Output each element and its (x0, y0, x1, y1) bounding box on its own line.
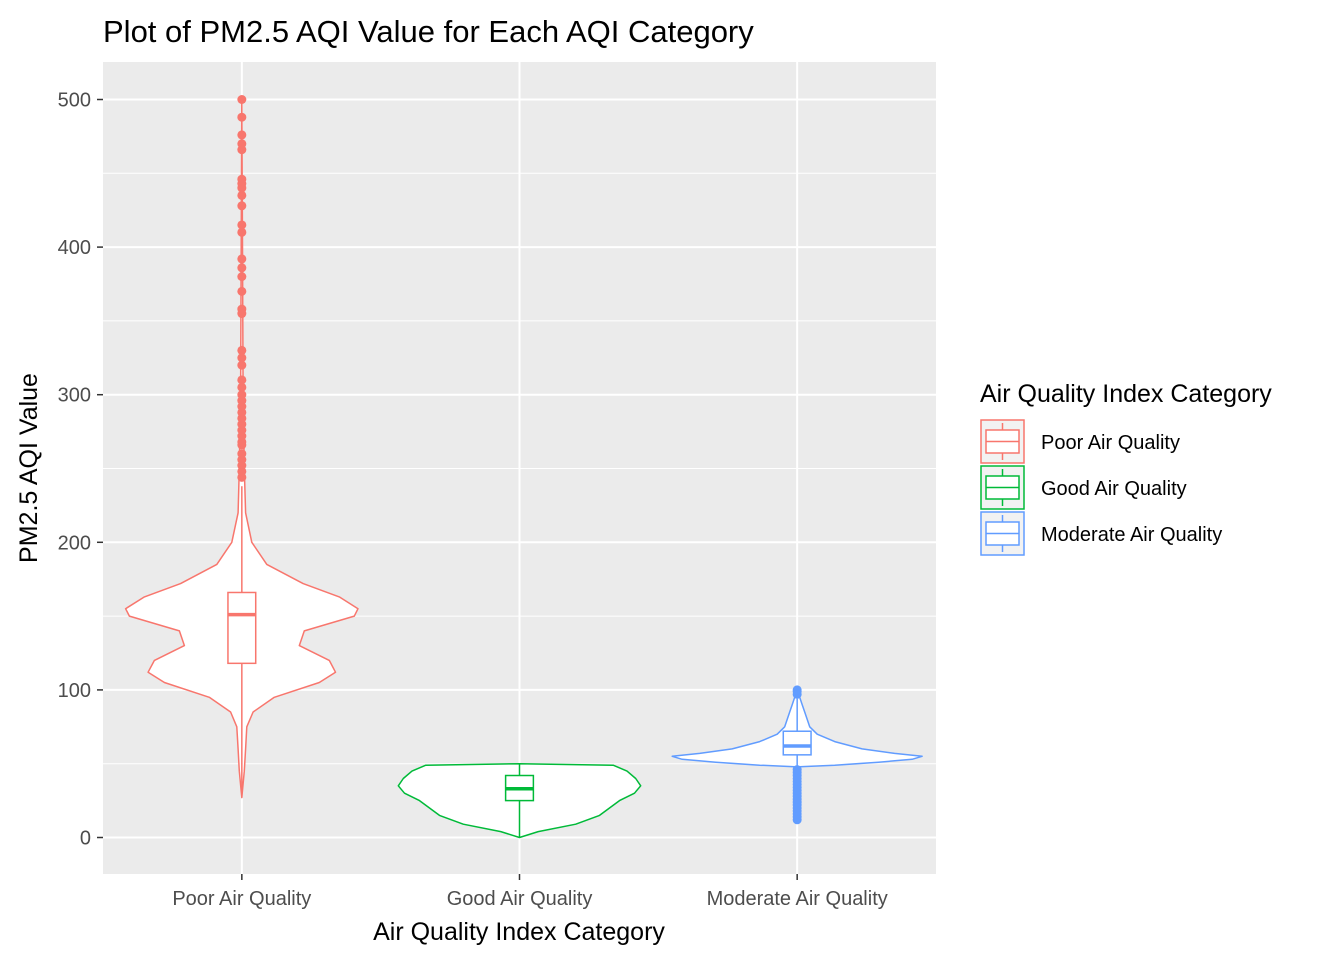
legend-key (980, 465, 1025, 510)
chart-title: Plot of PM2.5 AQI Value for Each AQI Cat… (103, 14, 754, 49)
box (782, 730, 812, 756)
x-axis-title: Air Quality Index Category (373, 918, 665, 946)
legend-key-outline (980, 511, 1025, 556)
outlier-point (237, 227, 247, 237)
outlier-point (237, 263, 247, 273)
outlier-point (237, 174, 247, 184)
legend-key (980, 511, 1025, 556)
outlier-point (237, 272, 247, 282)
outlier-point (237, 190, 247, 200)
outlier-point (237, 390, 247, 400)
outlier-point (237, 304, 247, 314)
y-tick-label: 0 (80, 828, 91, 850)
outlier-point (237, 112, 247, 122)
x-axis: Poor Air Quality Good Air Quality Moderate… (172, 874, 888, 910)
outlier-point (237, 353, 247, 363)
legend-label: Poor Air Quality (1041, 432, 1180, 454)
y-tick-label: 100 (58, 680, 91, 702)
outlier-point (237, 286, 247, 296)
y-tick-label: 400 (58, 237, 91, 259)
outlier-point (237, 130, 247, 140)
outlier-point (237, 254, 247, 264)
x-tick-label: Moderate Air Quality (707, 888, 888, 910)
outlier-point (237, 201, 247, 211)
legend-key-outline (980, 419, 1025, 464)
outlier-point (237, 220, 247, 230)
outlier-point (237, 360, 247, 370)
y-tick-label: 500 (58, 90, 91, 112)
legend-label: Good Air Quality (1041, 478, 1187, 500)
y-tick-label: 300 (58, 385, 91, 407)
outlier-point (237, 449, 247, 459)
outlier-point (237, 139, 247, 149)
legend: Air Quality Index Category Poor Air Qual… (980, 380, 1272, 556)
outlier-points (237, 95, 802, 825)
legend-key (980, 419, 1025, 464)
y-axis: 0 100 200 300 400 500 (58, 90, 103, 850)
x-tick-label: Good Air Quality (447, 888, 593, 910)
outlier-point (237, 345, 247, 355)
box (227, 591, 257, 665)
outlier-point (792, 765, 802, 775)
boxplots (227, 486, 812, 838)
outlier-point (237, 382, 247, 392)
x-tick-label: Poor Air Quality (172, 888, 311, 910)
legend-title: Air Quality Index Category (980, 380, 1272, 408)
outlier-point (792, 685, 802, 695)
legend-label: Moderate Air Quality (1041, 524, 1222, 546)
y-axis-title: PM2.5 AQI Value (15, 373, 43, 563)
outlier-point (237, 375, 247, 385)
y-tick-label: 200 (58, 532, 91, 554)
outlier-point (237, 95, 247, 104)
legend-key-outline (980, 465, 1025, 510)
